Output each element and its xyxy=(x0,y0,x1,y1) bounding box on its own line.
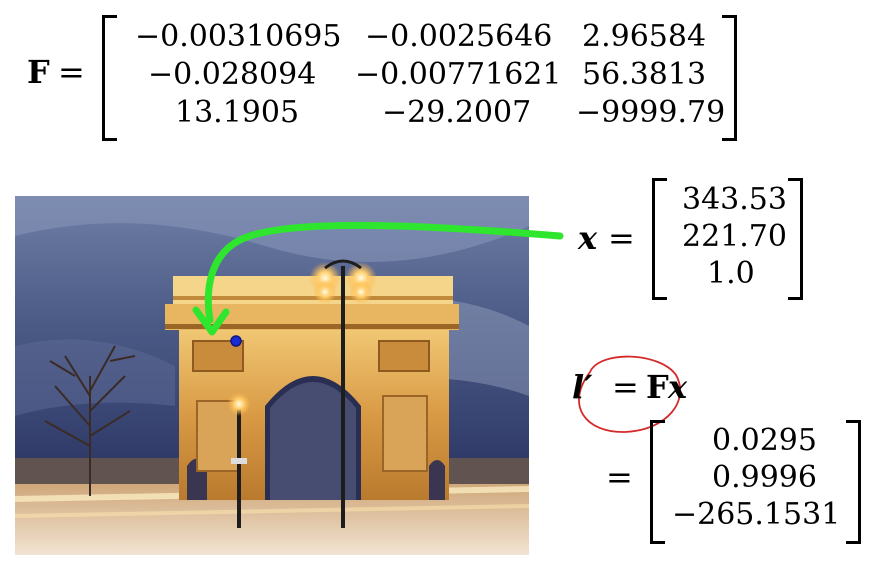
result-value: −265.1531 xyxy=(672,497,841,532)
result-left-bracket xyxy=(650,420,665,544)
matrix-f-cell: 56.3813 xyxy=(582,57,707,92)
result-equals: = xyxy=(606,458,633,496)
x-left-bracket xyxy=(652,178,667,300)
result-value: 0.0295 xyxy=(712,423,817,458)
x-symbol: x xyxy=(578,219,598,257)
x-symbol: x xyxy=(668,368,688,406)
matrix-f-cell: −0.00310695 xyxy=(135,19,342,54)
x-value: 1.0 xyxy=(707,256,755,291)
lamp-post-left xyxy=(227,392,251,528)
matrix-f-cell: −0.0025646 xyxy=(365,19,553,54)
result-value: 0.9996 xyxy=(712,460,817,495)
l-prime-symbol: l′ xyxy=(572,368,593,406)
x-right-bracket xyxy=(788,178,803,300)
red-circle-annotation xyxy=(578,355,682,433)
lamp-post-right xyxy=(309,259,377,528)
matrix-f-cell: −9999.79 xyxy=(576,95,726,130)
matrix-f-left-bracket xyxy=(102,15,117,141)
result-right-bracket xyxy=(846,420,861,544)
matrix-f-cell: −29.2007 xyxy=(382,95,532,130)
x-value: 221.70 xyxy=(682,219,787,254)
point-marker xyxy=(230,335,242,347)
matrix-f-right-bracket xyxy=(722,15,737,141)
matrix-f-cell: −0.00771621 xyxy=(355,57,562,92)
green-arrow xyxy=(204,221,564,324)
green-arrowhead xyxy=(192,306,230,336)
l-prime-equals: = xyxy=(612,368,639,406)
matrix-f-symbol: F xyxy=(27,53,50,91)
x-value: 343.53 xyxy=(682,182,787,217)
x-equals: = xyxy=(608,219,635,257)
matrix-f-cell: 13.1905 xyxy=(175,95,300,130)
photo-illustration xyxy=(15,196,529,555)
f-symbol: F xyxy=(646,368,669,406)
arc-de-triomphe-photo xyxy=(15,196,529,555)
matrix-f-cell: 2.96584 xyxy=(582,19,707,54)
matrix-f-cell: −0.028094 xyxy=(148,57,317,92)
tree-illustration xyxy=(44,345,136,496)
matrix-f-equals: = xyxy=(58,53,85,91)
